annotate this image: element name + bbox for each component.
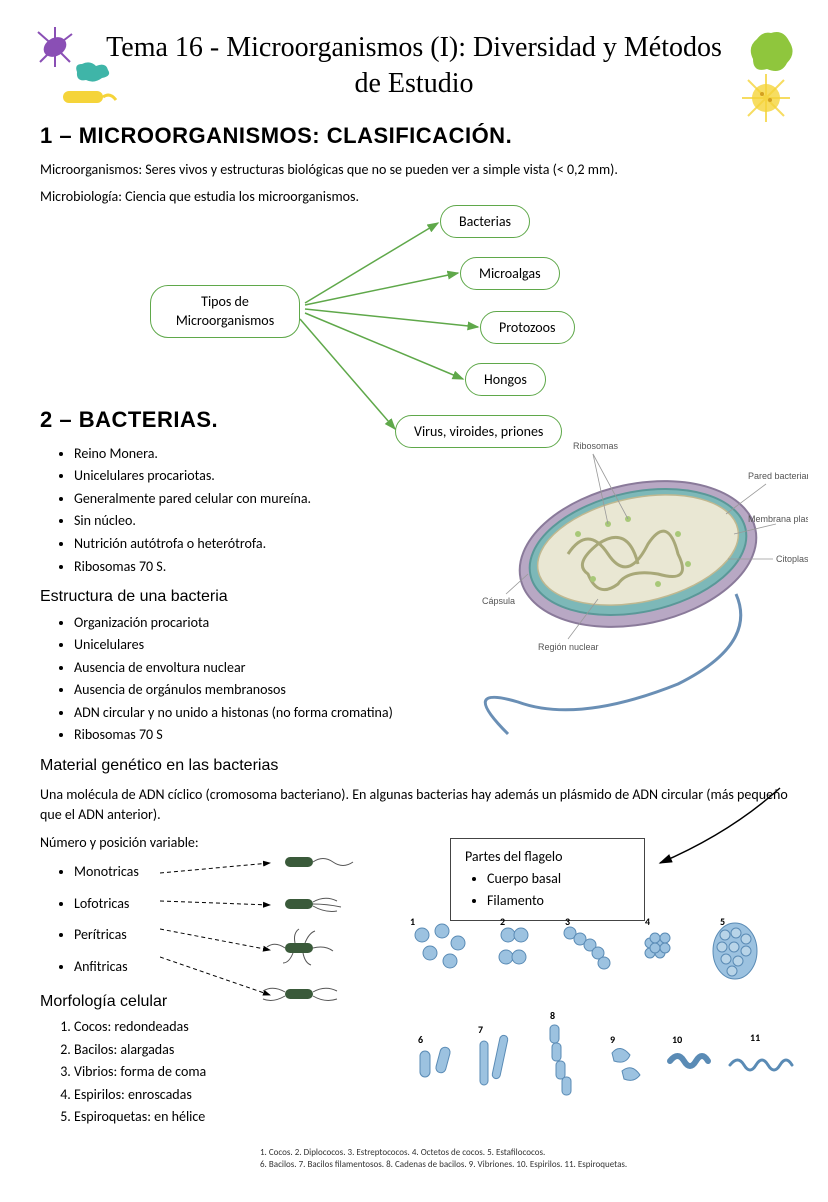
- svg-text:10: 10: [672, 1033, 682, 1046]
- deco-bacillus-yellow: [58, 86, 118, 106]
- svg-text:9: 9: [610, 1033, 615, 1046]
- cell-label-region: Región nuclear: [538, 642, 599, 652]
- svg-text:1: 1: [410, 915, 415, 928]
- svg-text:4: 4: [645, 915, 650, 928]
- title-block: Tema 16 - Microorganismos (I): Diversida…: [40, 30, 788, 103]
- morphology-chart: 1 2 3 4 5 6 7 8 9: [400, 913, 800, 1143]
- morphology-caption: 1. Cocos. 2. Diplococos. 3. Estreptococo…: [260, 1147, 788, 1172]
- svg-text:3: 3: [565, 915, 570, 928]
- cell-label-membrana: Membrana plasmática: [748, 514, 808, 524]
- def-microorganismos: Microorganismos: Seres vivos y estructur…: [40, 160, 788, 180]
- page-title: Tema 16 - Microorganismos (I): Diversida…: [40, 30, 788, 103]
- cell-label-ribosomas: Ribosomas: [573, 441, 619, 451]
- list-item: Filamento: [487, 891, 630, 911]
- svg-text:8: 8: [550, 1009, 555, 1022]
- svg-text:11: 11: [750, 1031, 760, 1044]
- material-heading: Material genético en las bacterias: [40, 755, 788, 777]
- def-microbiologia: Microbiología: Ciencia que estudia los m…: [40, 187, 788, 207]
- flagelo-title: Partes del flagelo: [465, 847, 630, 867]
- bacteria-cell-diagram: Ribosomas Pared bacteriana Membrana plas…: [478, 424, 808, 744]
- flagelo-box: Partes del flagelo Cuerpo basal Filament…: [450, 838, 645, 922]
- cell-label-citoplasma: Citoplasma: [776, 554, 808, 564]
- types-map: Tipos de Microorganismos Bacterias Micro…: [40, 215, 788, 445]
- deco-amoeba-teal: [72, 58, 114, 86]
- cell-label-pared: Pared bacteriana: [748, 471, 808, 481]
- list-item: Cuerpo basal: [487, 869, 630, 889]
- svg-text:2: 2: [500, 915, 505, 928]
- svg-text:6: 6: [418, 1033, 423, 1046]
- cell-label-capsula: Cápsula: [482, 596, 515, 606]
- svg-text:7: 7: [478, 1023, 483, 1036]
- flagella-illustrations: [160, 855, 390, 1025]
- section-1-heading: 1 – Microorganismos: Clasificación.: [40, 121, 788, 152]
- map-arrows: [40, 215, 600, 455]
- deco-sun-yellow: [738, 70, 793, 125]
- flagelo-arrow: [650, 783, 790, 883]
